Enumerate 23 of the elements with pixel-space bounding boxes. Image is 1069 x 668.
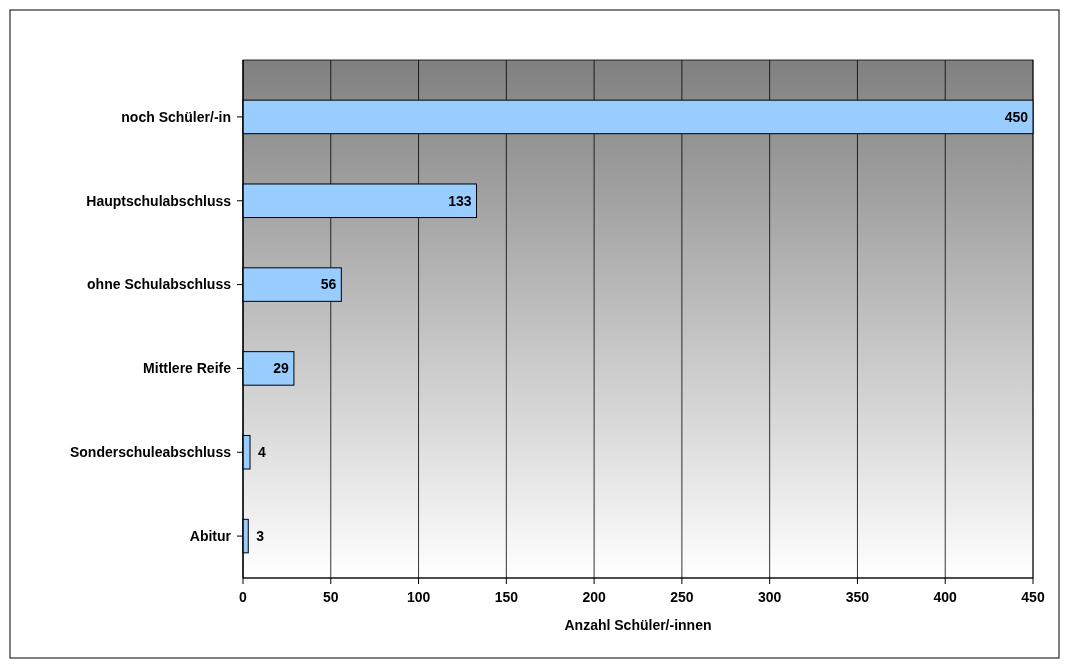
y-tick-label: Mittlere Reife — [143, 360, 232, 377]
y-tick-label: ohne Schulabschluss — [87, 276, 232, 293]
y-tick-label: noch Schüler/-in — [121, 108, 231, 125]
x-tick-label: 400 — [933, 589, 958, 605]
x-axis-title: Anzahl Schüler/-innen — [564, 617, 712, 633]
x-tick-label: 200 — [582, 589, 606, 605]
y-tick-label: Sonderschuleabschluss — [69, 444, 232, 461]
x-tick-label: 50 — [322, 589, 339, 605]
y-tick-label: Abitur — [189, 527, 232, 544]
x-tick-label: 300 — [757, 589, 782, 605]
data-label: 3 — [256, 527, 265, 544]
data-label: 450 — [1004, 108, 1029, 125]
data-label: 4 — [258, 444, 267, 461]
data-label: 56 — [320, 276, 337, 293]
x-tick-label: 350 — [845, 589, 870, 605]
x-tick-label: 250 — [670, 589, 694, 605]
x-tick-label: 100 — [406, 589, 431, 605]
x-tick-label: 450 — [1021, 589, 1045, 605]
data-label: 29 — [273, 360, 290, 377]
data-label: 133 — [448, 192, 472, 209]
x-tick-label: 150 — [494, 589, 519, 605]
y-tick-label: Hauptschulabschluss — [86, 192, 232, 209]
x-tick-label: 0 — [239, 589, 248, 605]
